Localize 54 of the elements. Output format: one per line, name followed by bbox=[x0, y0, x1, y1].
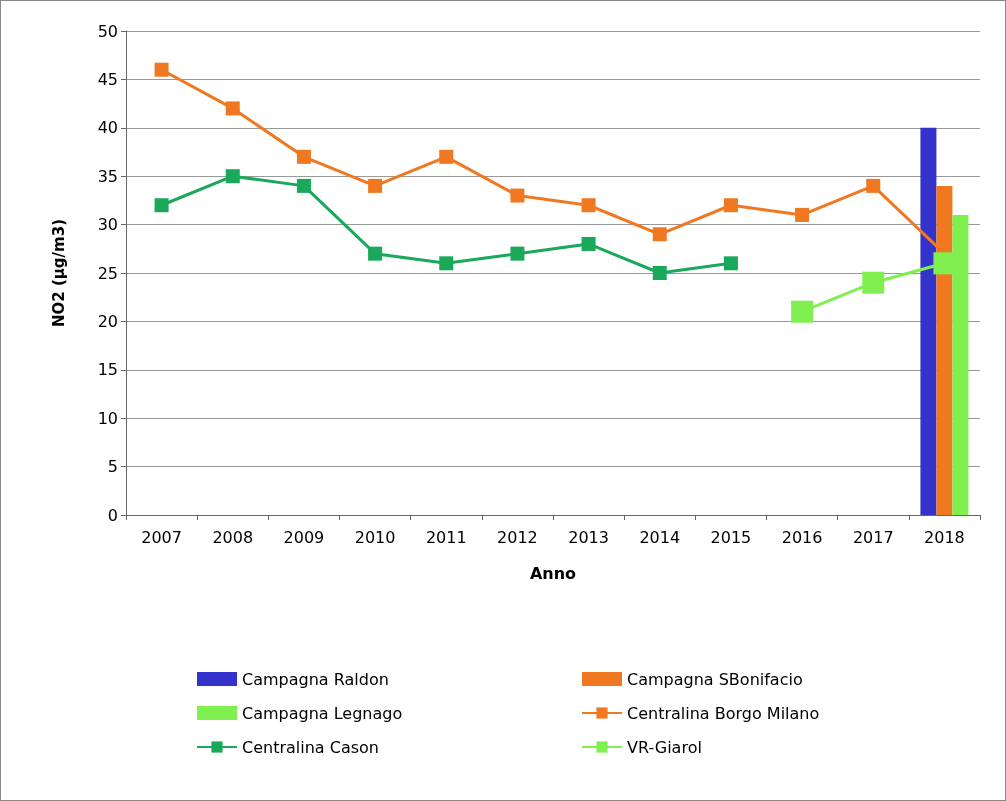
x-tick-label: 2015 bbox=[710, 527, 752, 547]
x-tick-label: 2016 bbox=[781, 527, 823, 547]
point bbox=[581, 236, 596, 251]
x-tick-label: 2007 bbox=[141, 527, 182, 547]
y-tick-label: 10 bbox=[97, 408, 118, 428]
y-tick-label: 30 bbox=[97, 215, 118, 235]
point bbox=[652, 227, 667, 242]
point bbox=[791, 300, 814, 323]
point bbox=[296, 149, 311, 164]
point bbox=[933, 252, 956, 275]
y-tick-label: 25 bbox=[97, 263, 118, 283]
point bbox=[225, 101, 240, 116]
point bbox=[652, 266, 667, 280]
x-tick-label: 2010 bbox=[354, 527, 396, 547]
x-tick-label: 2009 bbox=[283, 527, 325, 547]
y-tick-label: 50 bbox=[97, 21, 118, 41]
y-axis-title: NO2 (µg/m3) bbox=[49, 219, 68, 327]
point bbox=[368, 178, 383, 193]
y-tick-label: 15 bbox=[97, 360, 118, 380]
point bbox=[581, 198, 596, 213]
point bbox=[439, 149, 454, 164]
legend-label: Centralina Cason bbox=[242, 737, 379, 757]
y-tick-label: 35 bbox=[97, 166, 118, 186]
y-tick-label: 0 bbox=[107, 505, 118, 525]
point bbox=[723, 256, 738, 271]
point bbox=[862, 271, 885, 294]
x-axis-title: Anno bbox=[529, 563, 577, 583]
point bbox=[510, 246, 525, 261]
x-tick-label: 2017 bbox=[852, 527, 894, 547]
y-tick-label: 40 bbox=[97, 118, 118, 138]
legend-label: Centralina Borgo Milano bbox=[627, 703, 820, 723]
legend-label: Campagna Legnago bbox=[242, 703, 403, 723]
point bbox=[510, 188, 525, 203]
x-tick-label: 2014 bbox=[639, 527, 681, 547]
legend-label: VR-Giarol bbox=[627, 737, 702, 757]
x-tick-label: 2018 bbox=[924, 527, 965, 547]
x-tick-label: 2013 bbox=[568, 527, 609, 547]
x-tick-label: 2008 bbox=[212, 527, 254, 547]
point bbox=[154, 198, 169, 213]
legend-label: Campagna SBonifacio bbox=[627, 669, 803, 689]
point bbox=[723, 198, 738, 213]
point bbox=[225, 169, 240, 184]
point bbox=[296, 178, 311, 193]
point bbox=[368, 246, 383, 261]
legend-label: Campagna Raldon bbox=[242, 669, 389, 689]
point bbox=[154, 62, 169, 77]
y-tick-label: 20 bbox=[97, 311, 118, 331]
y-tick-label: 45 bbox=[97, 69, 118, 89]
y-tick-label: 5 bbox=[107, 457, 118, 477]
point bbox=[795, 207, 810, 222]
point bbox=[439, 256, 454, 271]
point bbox=[866, 178, 881, 193]
x-tick-label: 2011 bbox=[425, 527, 467, 547]
x-tick-label: 2012 bbox=[497, 527, 538, 547]
